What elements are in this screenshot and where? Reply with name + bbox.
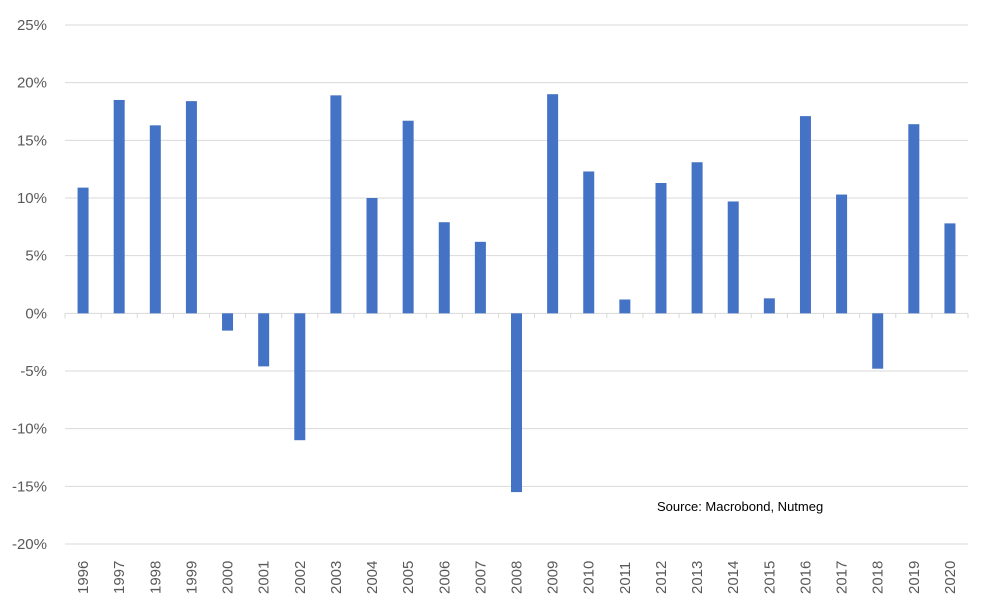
x-axis-tick-labels: 1996 1997 1998 1999 2000 2001 2002 2003 2004 2005… (75, 561, 959, 594)
x-tick-label: 2018 (870, 561, 887, 594)
bar-2014 (727, 201, 739, 314)
bar-2015 (763, 298, 775, 314)
x-tick-label: 2002 (292, 561, 309, 594)
bar-2007 (474, 241, 486, 314)
y-tick-label: 15% (17, 132, 47, 149)
y-tick-label: 25% (17, 17, 47, 34)
bar-2006 (438, 222, 450, 314)
x-tick-label: 2011 (617, 562, 634, 594)
bar-2000 (222, 313, 234, 331)
x-tick-label: 2000 (220, 561, 237, 594)
x-tick-label: 1996 (75, 561, 92, 594)
bars (77, 94, 956, 493)
x-tick-label: 2001 (256, 561, 273, 594)
y-axis-tick-labels: 25% 20% 15% 10% 5% 0% -5% -10% -15% -20% (12, 17, 47, 553)
bar-2003 (330, 95, 342, 314)
y-tick-label: -10% (12, 421, 47, 438)
x-tick-label: 2013 (689, 561, 706, 594)
bar-1997 (113, 99, 125, 314)
y-tick-label: 10% (17, 190, 47, 207)
bar-2004 (366, 198, 378, 314)
bar-2008 (511, 313, 522, 493)
x-tick-label: 1999 (183, 561, 200, 594)
bar-2020 (944, 223, 956, 314)
x-tick-label: 2008 (509, 561, 526, 594)
bar-2019 (908, 124, 920, 314)
bar-2009 (547, 94, 559, 314)
bar-1998 (149, 125, 161, 314)
y-tick-label: 0% (25, 305, 47, 322)
y-tick-label: 20% (17, 75, 47, 92)
x-tick-label: 2007 (472, 561, 489, 594)
x-tick-label: 2009 (545, 561, 562, 594)
bar-2005 (402, 120, 414, 314)
x-tick-label: 2010 (581, 561, 598, 594)
x-tick-label: 2003 (328, 561, 345, 594)
x-tick-label: 1998 (147, 561, 164, 594)
bar-2012 (655, 183, 667, 314)
x-tick-label: 2006 (436, 561, 453, 594)
bar-2001 (258, 313, 270, 367)
x-tick-label: 2012 (653, 561, 670, 594)
x-tick-label: 1997 (111, 561, 128, 594)
bar-1999 (185, 101, 197, 314)
x-tick-label: 2015 (761, 561, 778, 594)
bar-2010 (583, 171, 595, 314)
source-note: Source: Macrobond, Nutmeg (657, 499, 823, 514)
y-tick-label: -15% (12, 478, 47, 495)
x-tick-label: 2004 (364, 561, 381, 594)
bar-2017 (836, 194, 848, 314)
bar-2016 (799, 116, 811, 314)
x-tick-label: 2016 (797, 561, 814, 594)
y-tick-label: -20% (12, 536, 47, 553)
bar-2002 (294, 313, 306, 441)
x-tick-label: 2014 (725, 561, 742, 594)
bar-1996 (77, 187, 89, 314)
bar-2013 (691, 162, 703, 314)
x-tick-label: 2005 (400, 561, 417, 594)
y-tick-label: -5% (20, 363, 47, 380)
bar-2018 (872, 313, 884, 369)
x-tick-label: 2017 (834, 561, 851, 594)
x-tick-label: 2019 (906, 561, 923, 594)
x-tick-label: 2020 (942, 561, 959, 594)
bar-2011 (619, 299, 631, 314)
y-tick-label: 5% (25, 248, 47, 265)
